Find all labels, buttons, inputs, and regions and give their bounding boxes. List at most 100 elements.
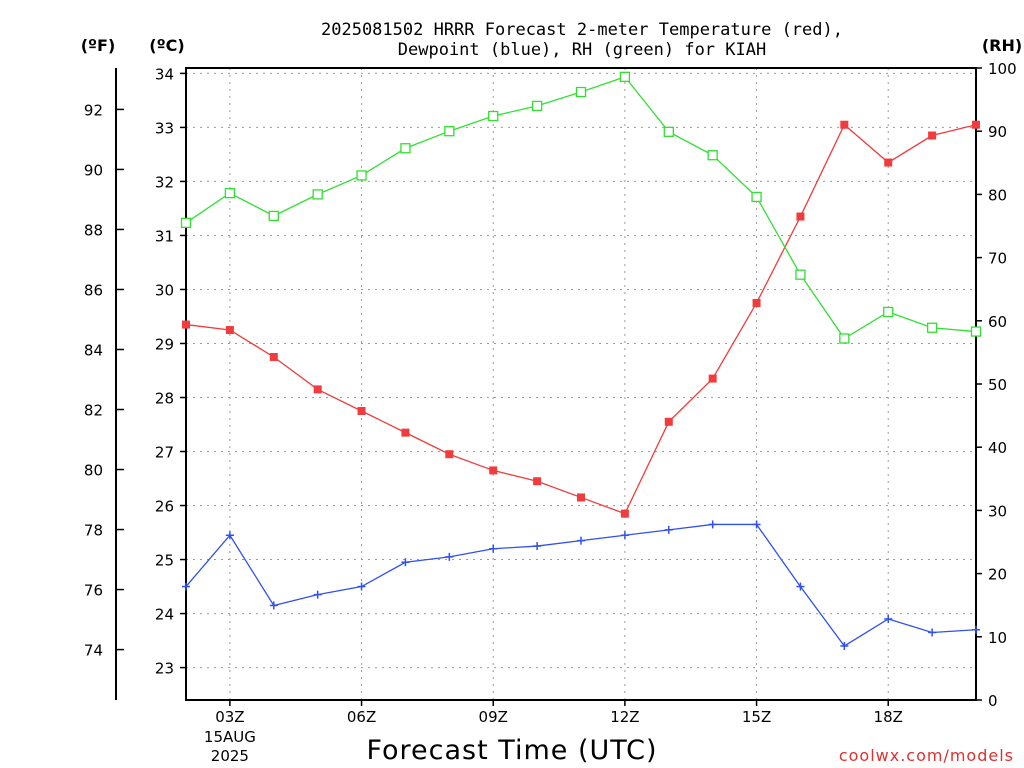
dewpoint-point bbox=[313, 590, 322, 599]
rh-point bbox=[839, 333, 850, 344]
temperature-point bbox=[401, 428, 410, 437]
fahrenheit-tick-label: 84 bbox=[84, 341, 103, 359]
temperature-point bbox=[182, 320, 190, 329]
dewpoint-point bbox=[401, 558, 410, 567]
fahrenheit-tick-label: 74 bbox=[84, 642, 103, 660]
rh-point bbox=[356, 170, 367, 181]
rh-point bbox=[575, 86, 587, 98]
dewpoint-point bbox=[357, 582, 366, 591]
dewpoint-point bbox=[269, 601, 278, 610]
rh-point bbox=[400, 143, 411, 154]
rh-point bbox=[795, 269, 806, 280]
rh-point bbox=[707, 150, 718, 161]
celsius-tick-label: 24 bbox=[155, 606, 174, 624]
temperature-point bbox=[752, 298, 761, 307]
temperature-point bbox=[313, 385, 322, 394]
temperature-point bbox=[840, 120, 849, 129]
temperature-point bbox=[577, 493, 585, 502]
credit-text: coolwx.com/models bbox=[839, 746, 1014, 765]
celsius-tick-label: 28 bbox=[155, 390, 174, 408]
celsius-tick-label: 30 bbox=[155, 281, 174, 299]
fahrenheit-tick-label: 90 bbox=[84, 161, 103, 179]
x-axis-label: Forecast Time (UTC) bbox=[366, 735, 657, 766]
celsius-tick-label: 33 bbox=[155, 119, 174, 137]
temperature-point bbox=[708, 374, 717, 383]
x-year-label: 2025 bbox=[211, 747, 249, 765]
celsius-tick-label: 27 bbox=[155, 444, 174, 462]
rh-point bbox=[663, 126, 674, 137]
temperature-point bbox=[884, 158, 893, 167]
temperature-point bbox=[796, 212, 805, 221]
fahrenheit-tick-label: 82 bbox=[84, 402, 103, 420]
temperature-point bbox=[269, 352, 278, 361]
rh-line bbox=[185, 76, 977, 340]
celsius-tick-label: 26 bbox=[155, 498, 174, 516]
x-tick-label: 15Z bbox=[742, 708, 771, 726]
x-tick-label: 18Z bbox=[874, 708, 903, 726]
rh-point bbox=[224, 187, 236, 199]
rh-tick-label: 70 bbox=[988, 250, 1007, 268]
dewpoint-point bbox=[533, 542, 542, 551]
rh-tick-label: 100 bbox=[988, 60, 1017, 78]
x-tick-label: 06Z bbox=[347, 708, 376, 726]
rh-tick-label: 80 bbox=[988, 186, 1007, 204]
rh-tick-label: 10 bbox=[988, 629, 1007, 647]
rh-tick-label: 20 bbox=[988, 566, 1007, 584]
dewpoint-point bbox=[664, 525, 673, 534]
fahrenheit-tick-label: 88 bbox=[84, 221, 103, 239]
rh-tick-label: 50 bbox=[988, 376, 1007, 394]
dewpoint-point bbox=[182, 582, 190, 591]
x-tick-label: 03Z bbox=[215, 708, 244, 726]
fahrenheit-tick-label: 76 bbox=[84, 582, 103, 600]
celsius-tick-label: 32 bbox=[155, 173, 174, 191]
temperature-point bbox=[928, 131, 937, 140]
rh-point bbox=[444, 126, 455, 137]
rh-point bbox=[970, 326, 982, 337]
rh-tick-label: 0 bbox=[988, 692, 998, 710]
celsius-tick-label: 29 bbox=[155, 335, 174, 353]
chart-title-line2: Dewpoint (blue), RH (green) for KIAH bbox=[398, 40, 766, 60]
fahrenheit-tick-label: 92 bbox=[84, 101, 103, 119]
dewpoint-point bbox=[577, 536, 585, 545]
temperature-point bbox=[620, 509, 629, 518]
dewpoint-point bbox=[225, 531, 234, 540]
grid bbox=[186, 68, 976, 700]
dewpoint-point bbox=[489, 544, 498, 553]
temperature-point bbox=[533, 477, 542, 486]
rh-point bbox=[926, 322, 938, 333]
rh-point bbox=[488, 110, 499, 122]
axes bbox=[115, 67, 977, 701]
dewpoint-point bbox=[445, 552, 454, 561]
ticks: 23 24 25 26 27 28 29 30 31 32 33 34 74 76 78 80 82 84 86 88… bbox=[84, 60, 1017, 765]
fahrenheit-tick-label: 78 bbox=[84, 522, 103, 540]
rh-point bbox=[312, 189, 323, 200]
dewpoint-point bbox=[620, 531, 629, 540]
series-layer bbox=[180, 71, 982, 650]
dewpoint-point bbox=[972, 625, 980, 634]
celsius-tick-label: 25 bbox=[155, 552, 174, 570]
fahrenheit-tick-label: 86 bbox=[84, 281, 103, 299]
temperature-point bbox=[225, 325, 234, 334]
rh-point bbox=[531, 100, 543, 112]
rh-tick-label: 60 bbox=[988, 313, 1007, 331]
rh-tick-label: 40 bbox=[988, 439, 1007, 457]
rh-tick-label: 30 bbox=[988, 502, 1007, 520]
temperature-point bbox=[489, 466, 498, 475]
celsius-tick-label: 31 bbox=[155, 227, 174, 245]
x-tick-label: 12Z bbox=[610, 708, 639, 726]
rh-unit-label: (RH) bbox=[982, 36, 1022, 55]
rh-point bbox=[751, 191, 762, 203]
plot-frame bbox=[185, 67, 977, 701]
temperature-point bbox=[664, 417, 673, 426]
fahrenheit-unit-label: (ºF) bbox=[81, 36, 116, 55]
x-date-label: 15AUG bbox=[204, 728, 256, 746]
rh-point bbox=[268, 210, 279, 222]
temperature-point bbox=[445, 450, 454, 459]
dewpoint-point bbox=[708, 520, 717, 529]
rh-point bbox=[619, 71, 631, 82]
rh-point bbox=[180, 217, 192, 228]
dewpoint-point bbox=[928, 628, 937, 637]
dewpoint-point bbox=[840, 641, 849, 650]
dewpoint-point bbox=[752, 520, 761, 529]
